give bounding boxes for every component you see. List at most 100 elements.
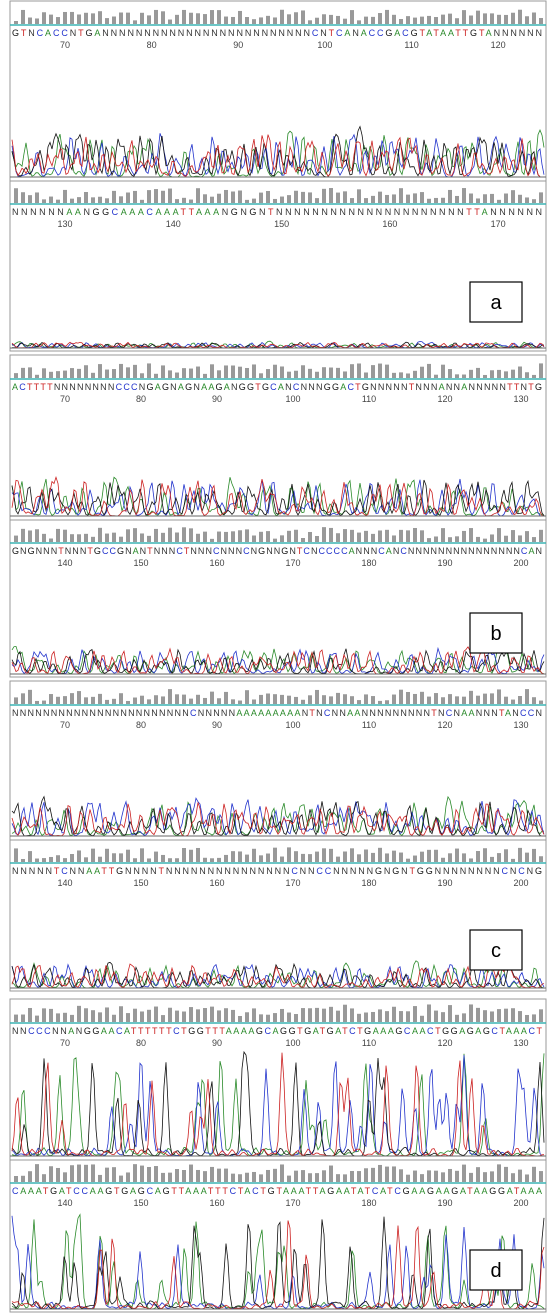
quality-bar <box>105 369 109 378</box>
quality-bar <box>175 1169 179 1182</box>
quality-bar <box>168 858 172 862</box>
trace <box>11 478 544 517</box>
quality-bar <box>91 848 95 862</box>
quality-bar <box>336 1010 340 1022</box>
quality-bar <box>371 852 375 862</box>
quality-bar <box>203 1008 207 1022</box>
quality-bar <box>441 1012 445 1022</box>
quality-bar <box>364 1168 368 1182</box>
quality-bar <box>28 17 32 24</box>
quality-bar <box>70 1165 74 1182</box>
quality-bar <box>140 1165 144 1182</box>
quality-bar <box>119 363 123 378</box>
position: 120 <box>491 40 506 50</box>
quality-bar <box>14 1176 18 1182</box>
quality-bar <box>399 372 403 378</box>
quality-bar <box>182 1170 186 1182</box>
quality-bar <box>434 1010 438 1022</box>
quality-bar <box>63 858 67 862</box>
quality-bar <box>308 695 312 704</box>
quality-bar <box>175 694 179 704</box>
sequence: ACTTTTNNNNNNNNCCCNGAGNAGNAAGANGGTGCANCNN… <box>12 382 542 392</box>
quality-bar <box>399 529 403 542</box>
quality-bar <box>350 696 354 704</box>
quality-bar <box>336 192 340 203</box>
quality-bar <box>406 1174 410 1182</box>
quality-bar <box>231 1009 235 1022</box>
quality-bar <box>385 529 389 542</box>
quality-bar <box>441 697 445 704</box>
quality-bar <box>21 367 25 378</box>
quality-bar <box>35 18 39 24</box>
quality-bar <box>175 199 179 203</box>
quality-bar <box>329 527 333 542</box>
quality-bar <box>224 365 228 378</box>
quality-bar <box>518 535 522 542</box>
quality-bar <box>210 10 214 24</box>
quality-bar <box>315 17 319 24</box>
quality-bar <box>161 854 165 862</box>
quality-bar <box>490 370 494 378</box>
position: 80 <box>136 394 146 404</box>
quality-bar <box>210 364 214 378</box>
quality-bar <box>518 847 522 862</box>
quality-bar <box>343 191 347 203</box>
quality-bar <box>133 190 137 203</box>
quality-bar <box>273 17 277 24</box>
quality-bar <box>154 9 158 24</box>
quality-bar <box>357 363 361 378</box>
quality-bar <box>420 1015 424 1022</box>
quality-bar <box>301 10 305 24</box>
quality-bar <box>259 373 263 378</box>
quality-bar <box>294 370 298 378</box>
quality-bar <box>84 533 88 542</box>
quality-bar <box>336 533 340 542</box>
quality-bar <box>77 691 81 704</box>
quality-bar <box>315 1007 319 1022</box>
position: 120 <box>437 394 452 404</box>
quality-bar <box>406 16 410 24</box>
quality-bar <box>490 13 494 24</box>
quality-bar <box>266 369 270 378</box>
quality-bar <box>420 530 424 542</box>
quality-bar <box>259 531 263 542</box>
position: 130 <box>513 1038 528 1048</box>
quality-bar <box>497 853 501 862</box>
quality-bar <box>98 527 102 542</box>
quality-bar <box>406 530 410 542</box>
quality-bar <box>469 1004 473 1022</box>
trace <box>11 125 544 178</box>
quality-bar <box>175 858 179 862</box>
quality-bar <box>98 1174 102 1182</box>
quality-bar <box>259 17 263 24</box>
quality-bar <box>252 535 256 542</box>
quality-bar <box>203 857 207 862</box>
quality-bar <box>105 198 109 203</box>
quality-bar <box>525 372 529 378</box>
quality-bar <box>329 1006 333 1022</box>
position: 170 <box>285 558 300 568</box>
quality-bar <box>350 364 354 378</box>
quality-bar <box>217 193 221 203</box>
quality-bar <box>455 696 459 704</box>
quality-bar <box>420 1174 424 1182</box>
quality-bar <box>154 189 158 203</box>
quality-bar <box>308 192 312 203</box>
quality-bar <box>56 855 60 862</box>
quality-bar <box>140 1011 144 1022</box>
quality-bar <box>168 1172 172 1182</box>
quality-bar <box>238 530 242 542</box>
position: 180 <box>361 878 376 888</box>
quality-bar <box>273 847 277 862</box>
quality-bar <box>469 858 473 862</box>
quality-bar <box>294 190 298 203</box>
quality-bar <box>336 1174 340 1182</box>
quality-bar <box>35 1015 39 1022</box>
quality-bar <box>140 12 144 24</box>
trace <box>11 795 545 837</box>
quality-bar <box>140 199 144 203</box>
quality-bar <box>315 535 319 542</box>
quality-bar <box>238 1015 242 1022</box>
